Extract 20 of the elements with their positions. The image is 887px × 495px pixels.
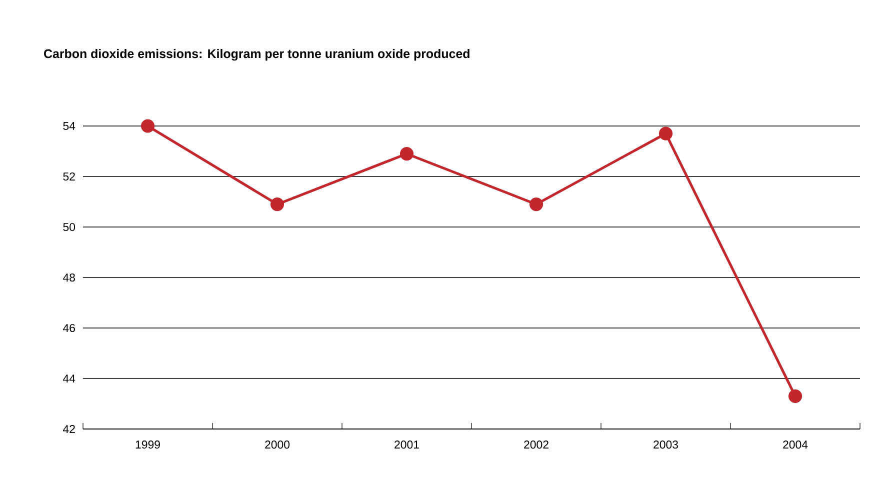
x-tick-label: 2003 — [654, 440, 678, 449]
y-tick-label: 48 — [63, 273, 75, 282]
point — [788, 389, 802, 403]
y-tick-label: 44 — [63, 374, 76, 382]
x-tick-label: 2000 — [265, 440, 290, 449]
chart-title: Carbon dioxide emissions: Kilogram per tonne uranium oxide produced — [44, 48, 470, 61]
y-tick-label: 52 — [63, 172, 75, 181]
point — [529, 197, 544, 212]
y-tick-label: 54 — [63, 122, 76, 130]
point — [658, 126, 673, 140]
x-tick-label: 2002 — [524, 440, 548, 449]
y-tick-label: 50 — [63, 222, 76, 232]
point — [270, 197, 284, 212]
point — [140, 119, 155, 133]
x-tick-label: 2004 — [783, 440, 808, 449]
point — [400, 146, 414, 161]
y-tick-label: 46 — [63, 324, 75, 332]
x-tick-label: 2001 — [394, 440, 419, 449]
y-tick-label: 42 — [63, 425, 75, 433]
x-tick-label: 1999 — [136, 440, 160, 449]
